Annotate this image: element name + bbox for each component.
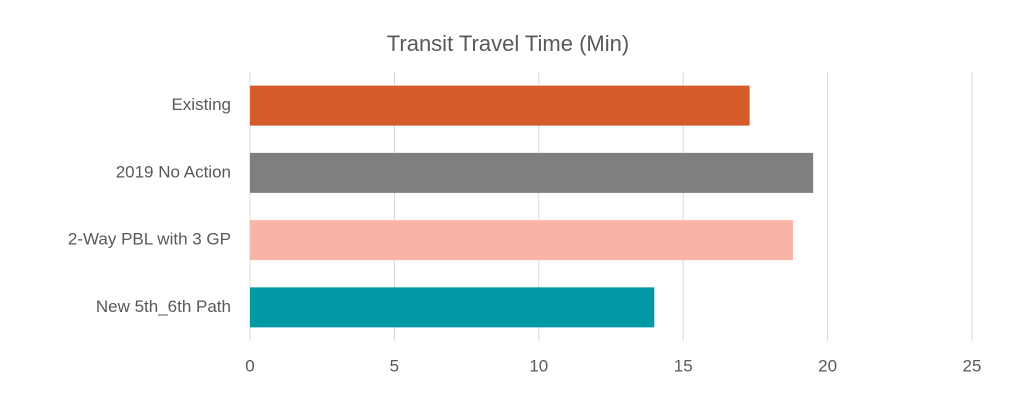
x-tick-label: 5 [390,356,399,375]
bar [250,287,655,328]
x-tick-label: 25 [963,356,982,375]
y-tick-label: 2019 No Action [116,162,231,181]
y-tick-label: 2-Way PBL with 3 GP [68,230,231,249]
x-tick-label: 20 [818,356,837,375]
bar [250,85,750,126]
x-tick-label: 10 [529,356,548,375]
bar [250,152,814,193]
x-tick-label: 0 [245,356,254,375]
y-tick-label: New 5th_6th Path [96,297,231,316]
y-tick-label: Existing [171,95,231,114]
x-tick-label: 15 [674,356,693,375]
bar [250,220,793,261]
chart-title: Transit Travel Time (Min) [387,31,629,56]
